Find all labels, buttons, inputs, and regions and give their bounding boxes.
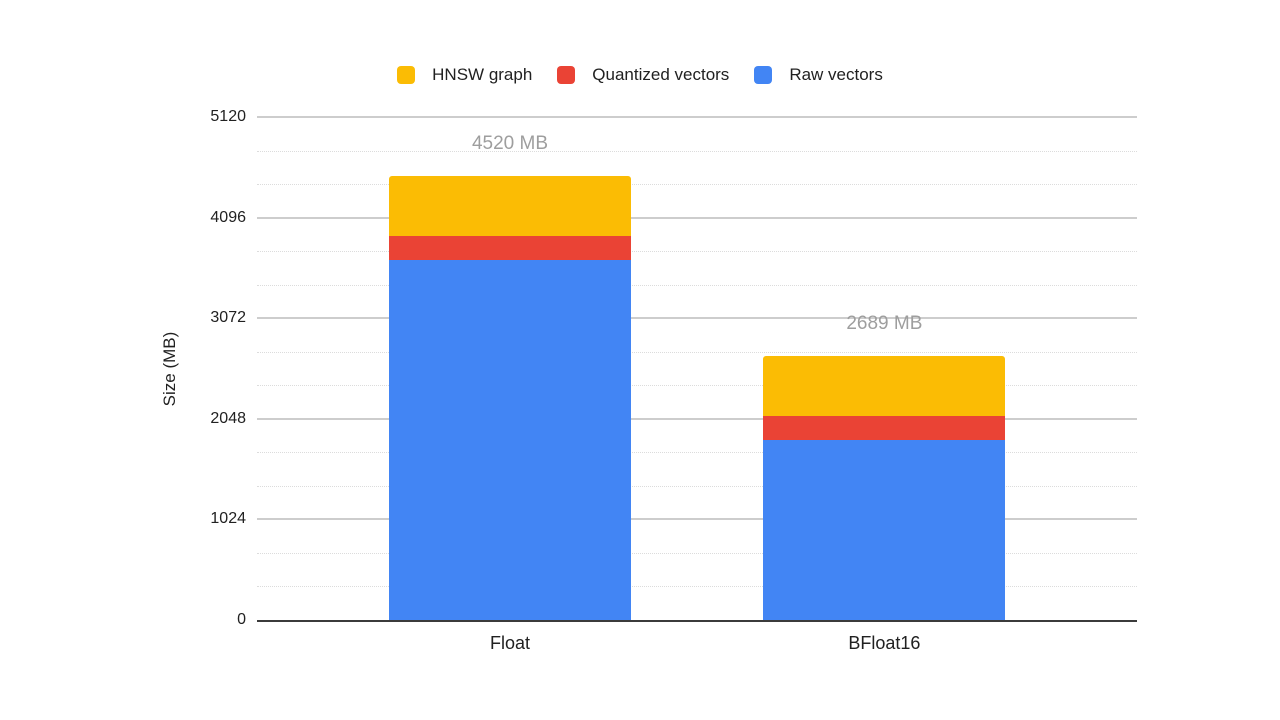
y-tick-label: 1024: [210, 510, 246, 528]
major-gridline: [257, 116, 1137, 118]
x-category-label: BFloat16: [848, 633, 921, 653]
x-axis-line: [257, 620, 1137, 622]
bar-segment-float-raw-vectors: [389, 260, 631, 620]
bar-segment-bfloat16-hnsw-graph: [763, 355, 1006, 416]
legend-item-raw-vectors: Raw vectors: [754, 65, 883, 85]
minor-gridline: [257, 251, 1137, 253]
y-tick-label: 5120: [210, 108, 246, 125]
legend-swatch-icon: [754, 66, 773, 84]
legend-label-raw-vectors: Raw vectors: [789, 65, 883, 84]
y-tick-label: 0: [237, 611, 246, 628]
minor-gridline: [257, 452, 1137, 454]
minor-gridline: [257, 284, 1137, 286]
bar-segment-float-quantized-vectors: [389, 235, 631, 261]
legend-swatch-icon: [557, 66, 576, 84]
legend: HNSW graph Quantized vectors Raw vectors: [0, 65, 1280, 85]
bar-segment-bfloat16-raw-vectors: [763, 440, 1006, 620]
minor-gridline: [257, 184, 1137, 186]
y-axis-tick-labels: 0 1024 2048 3072 4096 5120: [140, 108, 246, 628]
y-tick-label: 4096: [210, 208, 246, 226]
bar-segment-bfloat16-quantized-vectors: [763, 415, 1006, 441]
x-category-label: Float: [489, 633, 531, 653]
bar-total-label: 2689 MB: [846, 312, 923, 334]
major-gridline: [257, 216, 1137, 219]
bar-total-label: 4520 MB: [471, 132, 549, 154]
minor-gridline: [257, 552, 1137, 554]
major-gridline: [257, 417, 1137, 420]
minor-gridline: [257, 485, 1137, 487]
y-tick-label: 3072: [210, 309, 246, 327]
minor-gridline: [257, 351, 1137, 353]
major-gridline: [257, 317, 1137, 320]
bar-segment-float-hnsw-graph: [389, 175, 631, 236]
legend-item-hnsw-graph: HNSW graph: [397, 65, 532, 85]
y-tick-label: 2048: [210, 409, 246, 427]
minor-gridline: [257, 385, 1137, 387]
minor-gridline: [257, 150, 1137, 152]
legend-label-quantized-vectors: Quantized vectors: [592, 65, 730, 84]
plot-area: 4520 MB Float 2689 MB BFloat16: [257, 116, 1137, 653]
legend-label-hnsw-graph: HNSW graph: [432, 65, 533, 84]
major-gridline: [257, 518, 1137, 521]
minor-gridline: [257, 586, 1137, 588]
legend-item-quantized-vectors: Quantized vectors: [557, 65, 729, 85]
legend-swatch-icon: [397, 66, 416, 84]
